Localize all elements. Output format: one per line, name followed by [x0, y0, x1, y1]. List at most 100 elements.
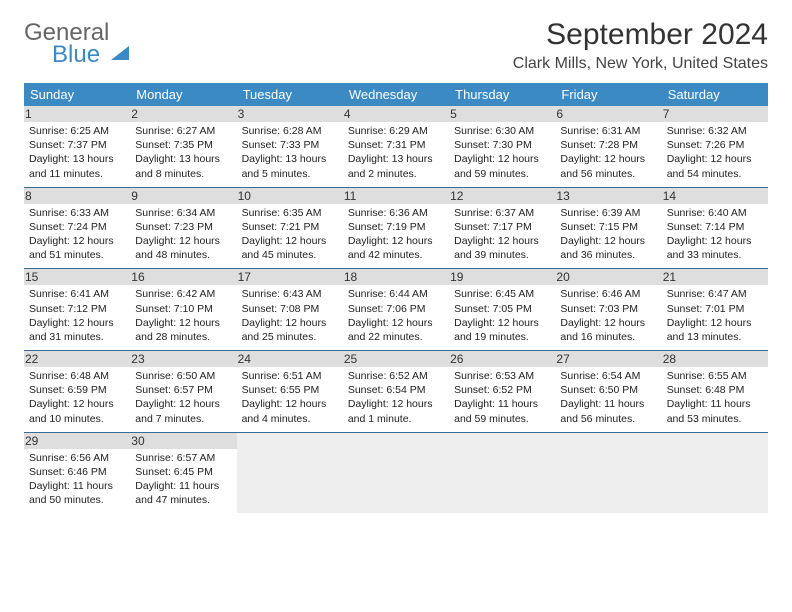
day-ss: Sunset: 7:05 PM: [454, 302, 550, 316]
day-d2: and 7 minutes.: [135, 412, 231, 426]
day-d2: and 1 minute.: [348, 412, 444, 426]
day-ss: Sunset: 7:23 PM: [135, 220, 231, 234]
day-ss: Sunset: 7:37 PM: [29, 138, 125, 152]
day-sr: Sunrise: 6:46 AM: [560, 287, 656, 301]
day-cell: 25Sunrise: 6:52 AMSunset: 6:54 PMDayligh…: [343, 351, 449, 432]
day-ss: Sunset: 6:50 PM: [560, 383, 656, 397]
day-d2: and 39 minutes.: [454, 248, 550, 262]
logo-text: General Blue: [24, 22, 129, 65]
day-cell-empty: [237, 433, 343, 514]
day-ss: Sunset: 6:48 PM: [667, 383, 763, 397]
page-subtitle: Clark Mills, New York, United States: [513, 55, 768, 73]
day-number: 13: [555, 188, 661, 204]
day-d2: and 5 minutes.: [242, 167, 338, 181]
day-d1: Daylight: 12 hours: [242, 397, 338, 411]
day-sr: Sunrise: 6:33 AM: [29, 206, 125, 220]
day-sr: Sunrise: 6:54 AM: [560, 369, 656, 383]
day-cell: 3Sunrise: 6:28 AMSunset: 7:33 PMDaylight…: [237, 106, 343, 187]
day-ss: Sunset: 7:06 PM: [348, 302, 444, 316]
day-d2: and 11 minutes.: [29, 167, 125, 181]
day-sr: Sunrise: 6:48 AM: [29, 369, 125, 383]
day-cell: 2Sunrise: 6:27 AMSunset: 7:35 PMDaylight…: [130, 106, 236, 187]
day-ss: Sunset: 7:26 PM: [667, 138, 763, 152]
day-ss: Sunset: 7:15 PM: [560, 220, 656, 234]
dayhdr-mon: Monday: [130, 83, 236, 106]
dayhdr-sun: Sunday: [24, 83, 130, 106]
day-sr: Sunrise: 6:40 AM: [667, 206, 763, 220]
day-sr: Sunrise: 6:50 AM: [135, 369, 231, 383]
day-number: 17: [237, 269, 343, 285]
day-d2: and 53 minutes.: [667, 412, 763, 426]
day-sr: Sunrise: 6:47 AM: [667, 287, 763, 301]
day-cell: 29Sunrise: 6:56 AMSunset: 6:46 PMDayligh…: [24, 433, 130, 514]
day-cell: 15Sunrise: 6:41 AMSunset: 7:12 PMDayligh…: [24, 269, 130, 350]
day-cell: 26Sunrise: 6:53 AMSunset: 6:52 PMDayligh…: [449, 351, 555, 432]
day-cell: 24Sunrise: 6:51 AMSunset: 6:55 PMDayligh…: [237, 351, 343, 432]
day-d1: Daylight: 12 hours: [454, 234, 550, 248]
day-number: 9: [130, 188, 236, 204]
day-cell-empty: [555, 433, 661, 514]
day-d1: Daylight: 13 hours: [135, 152, 231, 166]
week-row: 29Sunrise: 6:56 AMSunset: 6:46 PMDayligh…: [24, 433, 768, 514]
day-number: 16: [130, 269, 236, 285]
day-d1: Daylight: 12 hours: [135, 397, 231, 411]
day-ss: Sunset: 7:03 PM: [560, 302, 656, 316]
day-d2: and 4 minutes.: [242, 412, 338, 426]
day-ss: Sunset: 7:17 PM: [454, 220, 550, 234]
day-sr: Sunrise: 6:52 AM: [348, 369, 444, 383]
day-number: 14: [662, 188, 768, 204]
day-number: 4: [343, 106, 449, 122]
day-cell: 8Sunrise: 6:33 AMSunset: 7:24 PMDaylight…: [24, 188, 130, 269]
day-ss: Sunset: 7:08 PM: [242, 302, 338, 316]
day-cell: 9Sunrise: 6:34 AMSunset: 7:23 PMDaylight…: [130, 188, 236, 269]
day-ss: Sunset: 7:35 PM: [135, 138, 231, 152]
day-d1: Daylight: 11 hours: [454, 397, 550, 411]
day-number: 27: [555, 351, 661, 367]
day-sr: Sunrise: 6:53 AM: [454, 369, 550, 383]
day-cell-empty: [662, 433, 768, 514]
day-number: 24: [237, 351, 343, 367]
day-d2: and 45 minutes.: [242, 248, 338, 262]
day-number: 6: [555, 106, 661, 122]
day-d1: Daylight: 12 hours: [560, 152, 656, 166]
day-ss: Sunset: 7:24 PM: [29, 220, 125, 234]
day-sr: Sunrise: 6:44 AM: [348, 287, 444, 301]
day-ss: Sunset: 6:55 PM: [242, 383, 338, 397]
day-d2: and 31 minutes.: [29, 330, 125, 344]
day-sr: Sunrise: 6:31 AM: [560, 124, 656, 138]
day-sr: Sunrise: 6:28 AM: [242, 124, 338, 138]
day-ss: Sunset: 6:57 PM: [135, 383, 231, 397]
day-d2: and 50 minutes.: [29, 493, 125, 507]
day-number: 11: [343, 188, 449, 204]
day-d1: Daylight: 12 hours: [29, 234, 125, 248]
page-title: September 2024: [513, 18, 768, 52]
day-cell: 12Sunrise: 6:37 AMSunset: 7:17 PMDayligh…: [449, 188, 555, 269]
dayhdr-fri: Friday: [555, 83, 661, 106]
day-d1: Daylight: 12 hours: [667, 234, 763, 248]
dayhdr-tue: Tuesday: [237, 83, 343, 106]
day-cell: 10Sunrise: 6:35 AMSunset: 7:21 PMDayligh…: [237, 188, 343, 269]
day-ss: Sunset: 7:19 PM: [348, 220, 444, 234]
week-row: 1Sunrise: 6:25 AMSunset: 7:37 PMDaylight…: [24, 106, 768, 188]
day-d1: Daylight: 11 hours: [29, 479, 125, 493]
day-ss: Sunset: 6:59 PM: [29, 383, 125, 397]
day-d2: and 2 minutes.: [348, 167, 444, 181]
day-d1: Daylight: 12 hours: [667, 152, 763, 166]
day-d2: and 19 minutes.: [454, 330, 550, 344]
day-d2: and 25 minutes.: [242, 330, 338, 344]
day-d1: Daylight: 12 hours: [348, 397, 444, 411]
logo: General Blue: [24, 18, 129, 65]
day-d2: and 13 minutes.: [667, 330, 763, 344]
day-d1: Daylight: 13 hours: [348, 152, 444, 166]
day-cell: 18Sunrise: 6:44 AMSunset: 7:06 PMDayligh…: [343, 269, 449, 350]
day-d2: and 28 minutes.: [135, 330, 231, 344]
day-cell: 4Sunrise: 6:29 AMSunset: 7:31 PMDaylight…: [343, 106, 449, 187]
day-number: 10: [237, 188, 343, 204]
day-ss: Sunset: 6:52 PM: [454, 383, 550, 397]
day-cell: 14Sunrise: 6:40 AMSunset: 7:14 PMDayligh…: [662, 188, 768, 269]
day-sr: Sunrise: 6:29 AM: [348, 124, 444, 138]
day-number: 28: [662, 351, 768, 367]
day-number: 15: [24, 269, 130, 285]
day-sr: Sunrise: 6:37 AM: [454, 206, 550, 220]
day-d1: Daylight: 12 hours: [135, 316, 231, 330]
